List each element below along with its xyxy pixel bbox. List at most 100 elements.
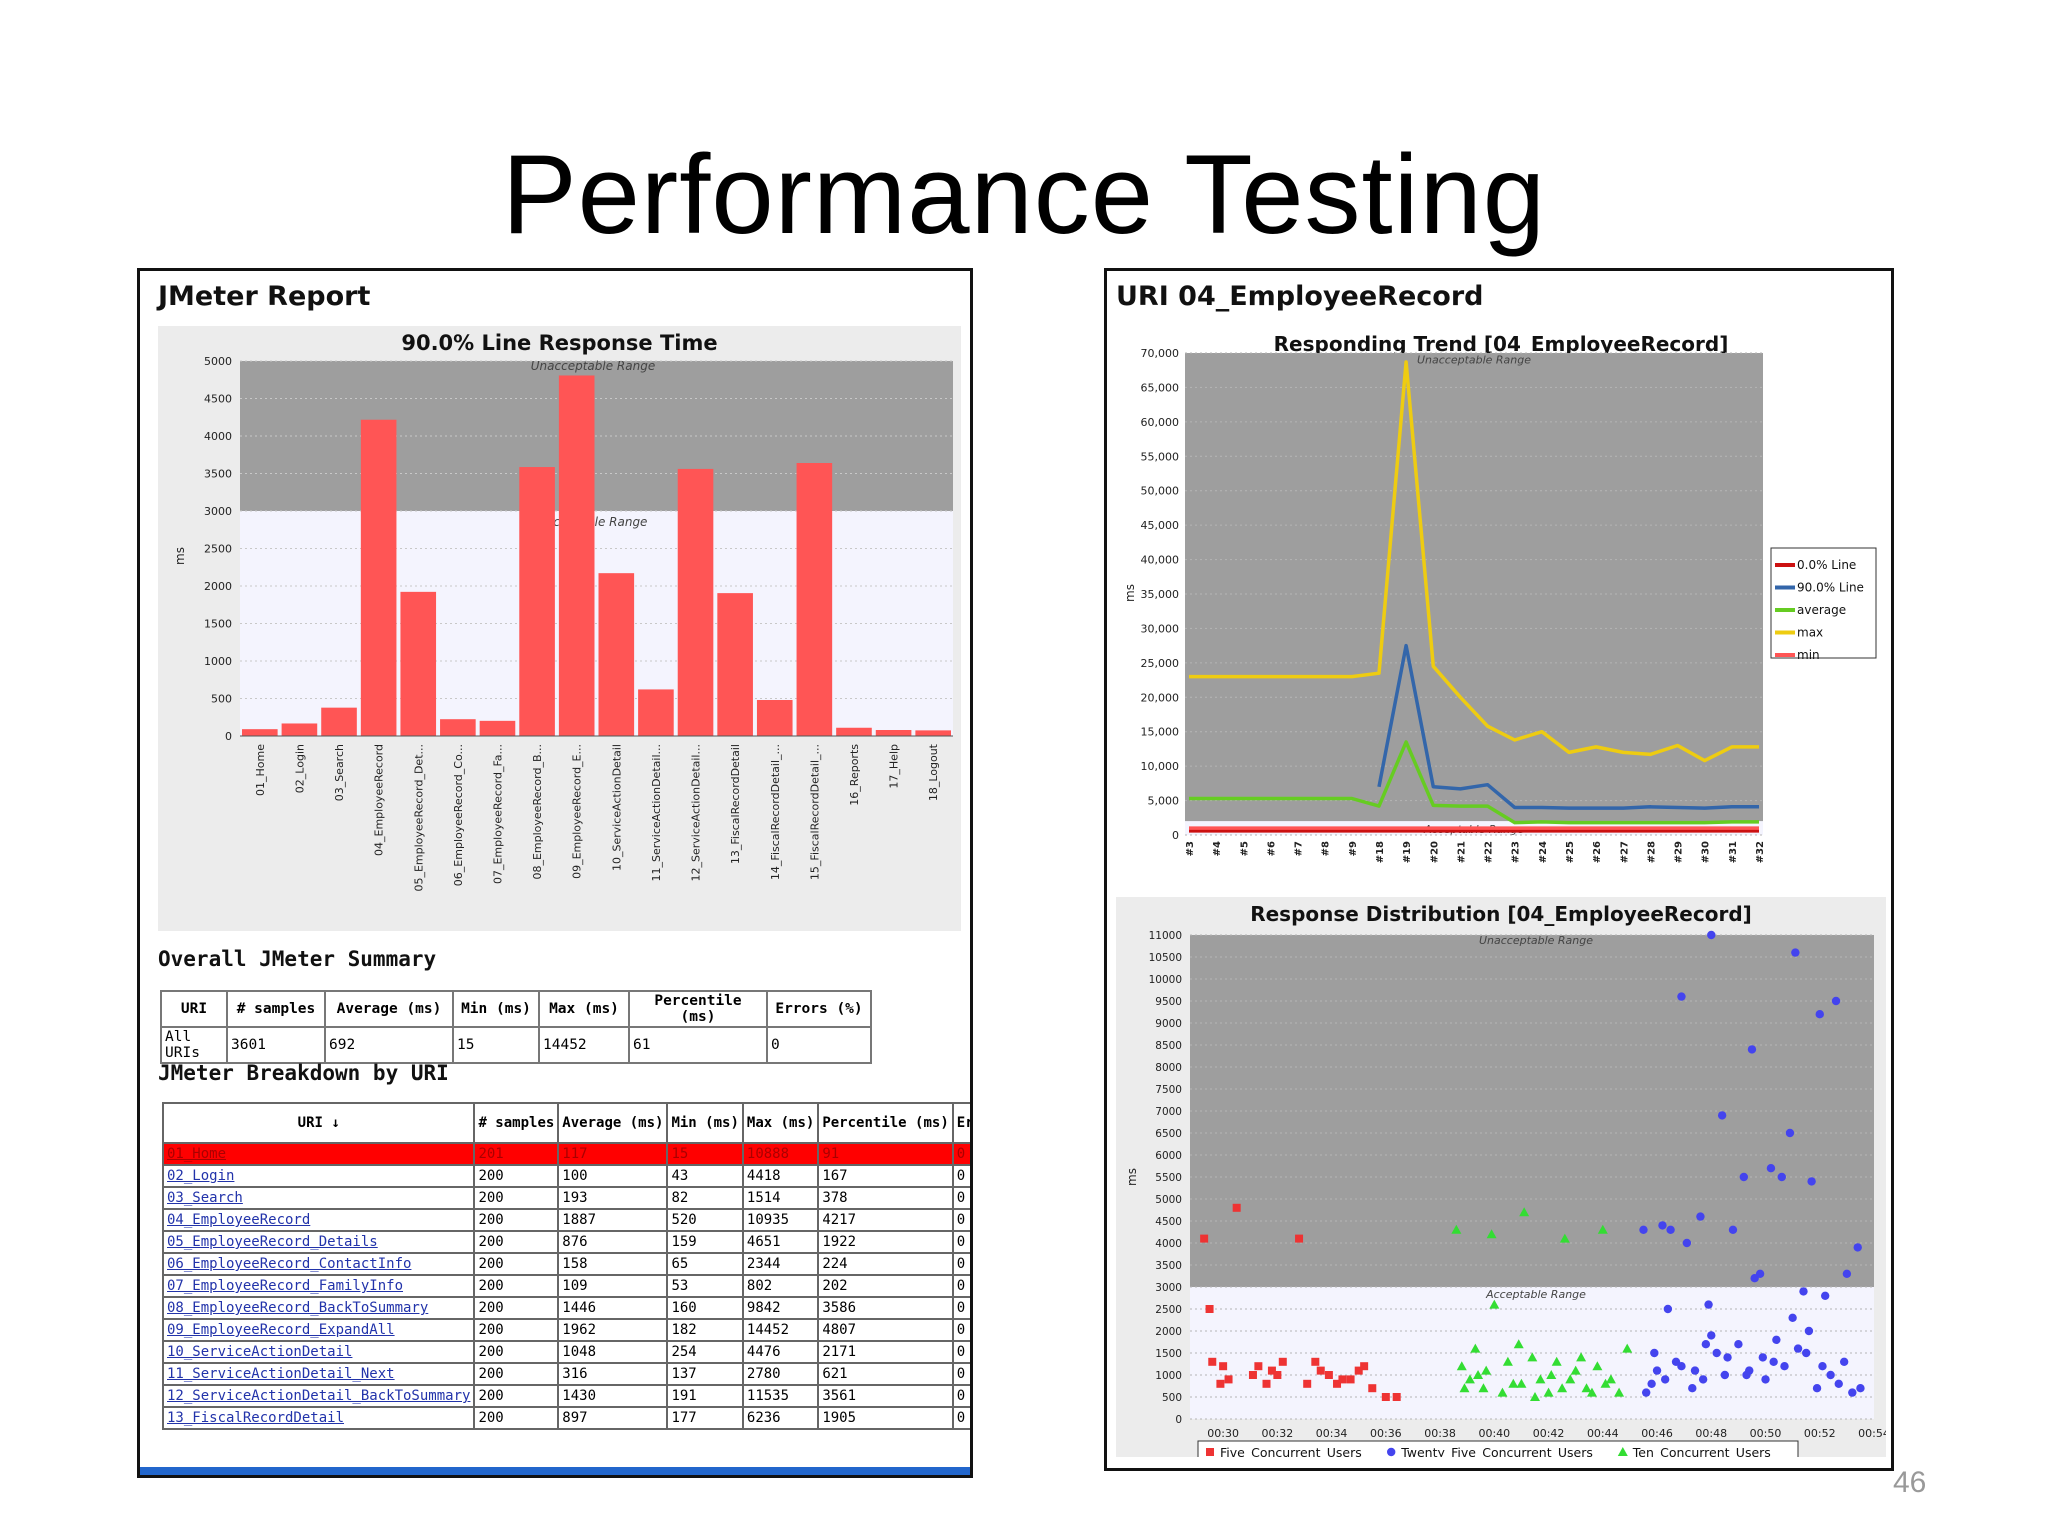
table-cell: 4418	[741, 1164, 820, 1188]
x-tick-label: 01_Home	[254, 744, 267, 796]
uri-link[interactable]: 07_EmployeeRecord_FamilyInfo	[167, 1278, 404, 1294]
table-cell: 14452	[741, 1318, 820, 1342]
y-tick-label: 4500	[204, 393, 232, 406]
data-point	[1772, 1335, 1781, 1344]
x-tick-label: 00:40	[1478, 1427, 1510, 1440]
uri-sort-header[interactable]: URI ↓	[161, 1102, 476, 1144]
uri-link[interactable]: 12_ServiceActionDetail_BackToSummary	[167, 1388, 471, 1404]
x-tick-label: #21	[1456, 841, 1467, 863]
table-cell: 0	[951, 1274, 970, 1298]
table-cell: 200	[473, 1230, 560, 1254]
table-cell: 160	[666, 1296, 744, 1320]
y-tick-label: 60,000	[1141, 416, 1180, 429]
uri-link[interactable]: 13_FiscalRecordDetail	[167, 1410, 345, 1426]
data-point	[1761, 1375, 1770, 1384]
y-tick-label: 8500	[1155, 1040, 1182, 1052]
y-tick-label: 3000	[1155, 1282, 1182, 1294]
data-point	[1785, 1128, 1795, 1138]
data-point	[1701, 1340, 1711, 1349]
x-tick-label: #22	[1484, 841, 1495, 863]
uri-link[interactable]: 11_ServiceActionDetail_Next	[167, 1366, 395, 1382]
x-tick-label: #18	[1375, 841, 1386, 863]
y-tick-label: 1000	[204, 655, 232, 668]
bar	[915, 730, 951, 736]
y-tick-label: 15,000	[1141, 726, 1180, 739]
uri-link[interactable]: 10_ServiceActionDetail	[167, 1344, 353, 1360]
bar	[558, 375, 595, 736]
bar	[717, 593, 753, 736]
y-tick-label: 65,000	[1141, 381, 1180, 394]
data-point	[1581, 1383, 1592, 1393]
summary-header-cell: Max (ms)	[538, 990, 630, 1028]
x-tick-label: 14_FiscalRecordDetail_...	[769, 744, 782, 880]
table-row: 01_Home 201 117 15 10888 91 0	[161, 1142, 970, 1166]
uri-cell: 08_EmployeeRecord_BackToSummary	[161, 1296, 476, 1320]
table-row: 02_Login 200 100 43 4418 167 0	[161, 1164, 970, 1188]
table-cell: 200	[473, 1164, 560, 1188]
uri-cell: 09_EmployeeRecord_ExpandAll	[161, 1318, 476, 1342]
uri-employee-record-panel: URI 04_EmployeeRecord Responding Trend […	[1104, 268, 1894, 1471]
legend-label: average	[1797, 603, 1846, 617]
data-point	[1338, 1375, 1347, 1384]
response-distribution-chart: Response Distribution [04_EmployeeRecord…	[1116, 897, 1886, 1457]
data-point	[1543, 1387, 1554, 1397]
table-cell: 91	[817, 1142, 954, 1166]
breakdown-header-cell: Max (ms)	[741, 1102, 820, 1144]
table-cell: 0	[951, 1406, 970, 1430]
x-tick-label: 09_EmployeeRecord_E...	[571, 744, 584, 879]
data-point	[1728, 1225, 1738, 1234]
table-cell: 0	[951, 1142, 970, 1166]
table-cell: 200	[473, 1274, 560, 1298]
x-tick-label: 00:30	[1207, 1427, 1239, 1440]
uri-link[interactable]: 08_EmployeeRecord_BackToSummary	[167, 1300, 429, 1316]
x-tick-label: #23	[1511, 841, 1522, 863]
uri-link[interactable]: 06_EmployeeRecord_ContactInfo	[167, 1256, 412, 1272]
y-tick-label: 9500	[1155, 996, 1182, 1008]
summary-header-cell: Average (ms)	[324, 990, 454, 1028]
legend-label: Twenty_Five_Concurrent_Users	[1400, 1445, 1593, 1457]
x-tick-label: 00:32	[1262, 1427, 1294, 1440]
data-point	[1641, 1388, 1651, 1397]
table-cell: 193	[557, 1186, 669, 1210]
data-point	[1804, 1326, 1814, 1336]
data-point	[1820, 1291, 1830, 1300]
bar	[440, 719, 476, 736]
data-point	[1508, 1378, 1519, 1388]
legend-label: max	[1797, 626, 1823, 640]
series-line	[1189, 740, 1759, 825]
uri-link[interactable]: 04_EmployeeRecord	[167, 1212, 311, 1228]
table-cell: 200	[473, 1318, 560, 1342]
table-cell: 100	[557, 1164, 669, 1188]
data-point	[1707, 930, 1716, 940]
uri-cell: 12_ServiceActionDetail_BackToSummary	[161, 1384, 476, 1408]
uri-link[interactable]: 03_Search	[167, 1190, 243, 1206]
uri-link[interactable]: 05_EmployeeRecord_Details	[167, 1234, 378, 1250]
table-row: 12_ServiceActionDetail_BackToSummary 200 1…	[161, 1384, 970, 1408]
data-point	[1650, 1348, 1659, 1358]
data-point	[1316, 1366, 1325, 1375]
y-tick-label: 0	[1175, 1414, 1182, 1426]
uri-link[interactable]: 01_Home	[167, 1146, 227, 1162]
table-cell: 0	[951, 1208, 970, 1232]
data-point	[1200, 1234, 1209, 1243]
y-tick-label: 40,000	[1141, 554, 1180, 567]
y-tick-label: 1500	[1155, 1348, 1182, 1360]
breakdown-header-cell: Percentile (ms)	[817, 1102, 954, 1144]
data-point	[1205, 1305, 1214, 1313]
data-point	[1535, 1374, 1546, 1384]
data-point	[1848, 1388, 1857, 1397]
breakdown-header-cell: Errors (%)	[951, 1102, 970, 1144]
data-point	[1486, 1229, 1497, 1239]
uri-link[interactable]: 02_Login	[167, 1168, 235, 1184]
x-tick-label: 00:50	[1750, 1427, 1782, 1440]
table-cell: 43	[666, 1164, 744, 1188]
y-tick-label: 5500	[1155, 1172, 1182, 1184]
uri-link[interactable]: 09_EmployeeRecord_ExpandAll	[167, 1322, 395, 1338]
x-tick-label: 16_Reports	[848, 744, 861, 806]
summary-header-cell: Percentile (ms)	[628, 990, 768, 1028]
data-point	[1739, 1172, 1749, 1182]
table-cell: 0	[951, 1362, 970, 1386]
table-cell: 316	[557, 1362, 669, 1386]
y-tick-label: 11000	[1149, 930, 1182, 942]
